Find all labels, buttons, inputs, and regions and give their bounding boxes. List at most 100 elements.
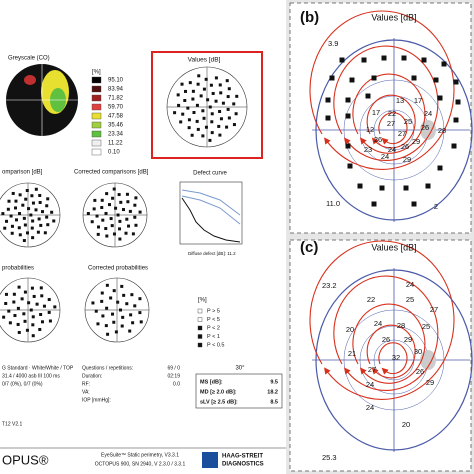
field-symbol	[3, 226, 7, 230]
legend-swatch	[91, 112, 102, 120]
field-symbol	[227, 116, 231, 120]
scan-arrow	[378, 342, 408, 375]
blind-spot	[420, 120, 436, 140]
threshold-value: 24	[366, 403, 374, 412]
field-symbol	[196, 127, 200, 131]
field-symbol	[50, 210, 54, 214]
exam-value: 69 / 0	[167, 365, 180, 371]
field-symbol	[221, 101, 225, 105]
field-symbol	[128, 209, 132, 213]
field-symbol	[25, 189, 29, 193]
field-symbol	[208, 138, 212, 142]
field-symbol	[225, 125, 229, 129]
field-symbol	[8, 321, 12, 325]
field-symbol	[18, 193, 22, 197]
field-symbol	[191, 89, 195, 93]
field-symbol	[12, 300, 16, 304]
threshold-value: 26	[416, 367, 424, 376]
field-symbol	[21, 203, 25, 207]
field-symbol	[199, 94, 203, 98]
field-symbol	[100, 291, 104, 295]
corner-label: 3.9	[328, 39, 338, 48]
field-symbol	[100, 206, 104, 210]
field-symbol	[218, 133, 222, 137]
field-symbol	[22, 312, 26, 316]
field-symbol	[109, 217, 113, 221]
field-symbol	[43, 231, 47, 235]
field-symbol	[120, 324, 124, 328]
scan-arrow	[309, 240, 455, 400]
field-symbol	[7, 309, 11, 313]
stimulus-square	[401, 55, 407, 61]
field-symbol	[100, 299, 104, 303]
threshold-value: 24	[424, 109, 432, 118]
field-symbol	[25, 328, 29, 332]
field-symbol	[139, 320, 143, 324]
threshold-value: 27	[398, 129, 406, 138]
field-symbol	[235, 94, 239, 98]
defect-curve-frame	[179, 181, 243, 245]
stimulus-square	[345, 97, 351, 103]
field-symbol	[105, 234, 109, 238]
field-symbol	[219, 117, 223, 121]
field-symbol	[126, 200, 130, 204]
field-symbol	[181, 112, 185, 116]
field-symbol	[38, 327, 42, 331]
stimulus-square	[345, 143, 351, 149]
software: OCTOPUS 900, SN 2940, V 2.3.0 / 3.3.1	[95, 461, 186, 467]
field-symbol	[97, 225, 101, 229]
field-symbol	[176, 93, 180, 97]
index-value: 18.2	[267, 389, 278, 395]
field-symbol	[218, 83, 222, 87]
probability-level: P < 5	[207, 317, 220, 323]
field-symbol	[7, 199, 11, 203]
field-symbol	[116, 213, 120, 217]
field-symbol	[108, 203, 112, 207]
field-symbol	[42, 304, 46, 308]
field-symbol	[128, 329, 132, 333]
field-symbol	[38, 200, 42, 204]
stimulus-square	[325, 97, 331, 103]
threshold-value: 32	[392, 353, 400, 362]
test-info: 31.4 / 4000 asb III 100 ms	[2, 373, 60, 379]
probability-level: P < 2	[207, 325, 220, 331]
field-symbol	[52, 219, 56, 223]
field-symbol	[119, 308, 123, 312]
field-symbol	[45, 204, 49, 208]
field-symbol	[232, 123, 236, 127]
field-symbol	[138, 297, 142, 301]
threshold-value: 26	[374, 135, 382, 144]
field-symbol	[39, 313, 43, 317]
angle: 30°	[235, 366, 245, 372]
field-symbol	[16, 306, 20, 310]
field-symbol	[209, 83, 213, 87]
field-symbol	[217, 124, 221, 128]
values-title: Values [dB]	[188, 57, 221, 64]
stimulus-square	[453, 117, 459, 123]
field-symbol	[119, 200, 123, 204]
stimulus-square	[325, 115, 331, 121]
field-symbol	[31, 315, 35, 319]
field-symbol	[232, 102, 236, 106]
stimulus-square	[349, 77, 355, 83]
field-symbol	[14, 218, 18, 222]
stimulus-square	[347, 163, 353, 169]
field-symbol	[16, 322, 20, 326]
field-symbol	[31, 236, 35, 240]
legend-swatch	[91, 94, 102, 102]
field-symbol	[92, 207, 96, 211]
threshold-value: 22	[367, 295, 375, 304]
stimulus-square	[421, 57, 427, 63]
threshold-value: 24	[374, 319, 382, 328]
field-symbol	[204, 125, 208, 129]
probability-symbol	[197, 317, 203, 322]
field-symbol	[186, 106, 190, 110]
field-symbol	[202, 87, 206, 91]
field-symbol	[47, 310, 51, 314]
field-symbol	[202, 116, 206, 120]
field-symbol	[105, 306, 109, 310]
threshold-value: 29	[412, 137, 420, 146]
field-symbol	[46, 197, 50, 201]
probability-level: P < 1	[207, 334, 220, 340]
stimulus-square	[433, 77, 439, 83]
